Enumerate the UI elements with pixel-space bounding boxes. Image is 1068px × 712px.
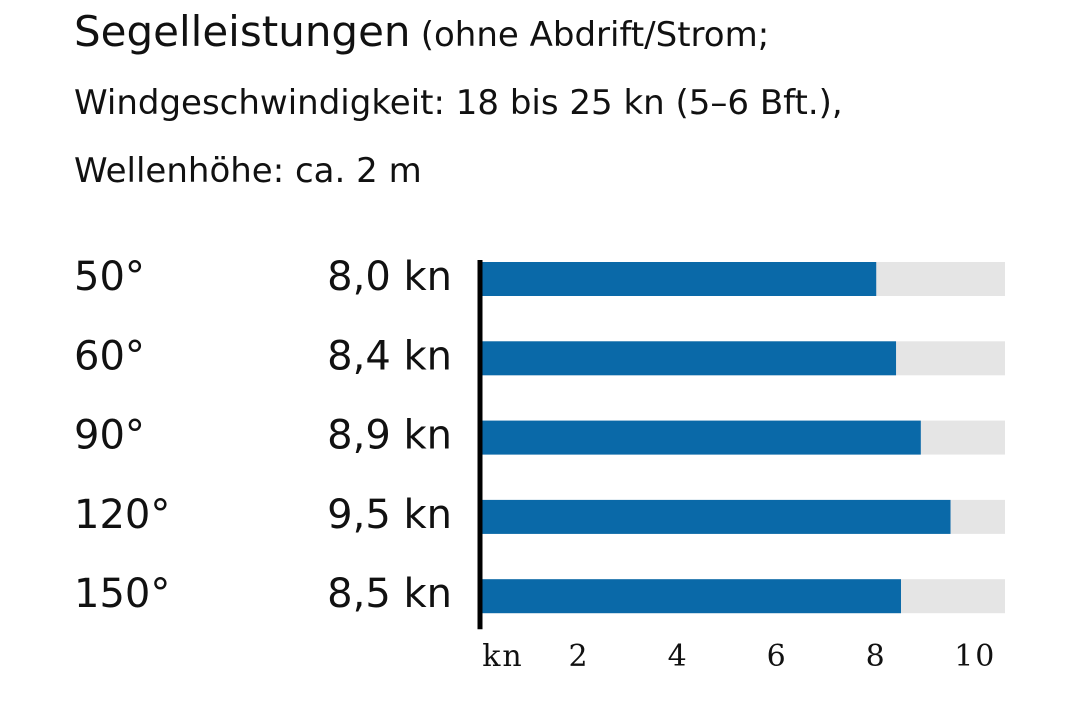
bar: [480, 262, 877, 296]
header: Segelleistungen (ohne Abdrift/Strom; Win…: [74, 0, 974, 208]
category-label: 60°: [74, 333, 145, 379]
chart-title: Segelleistungen: [74, 7, 411, 56]
x-tick-label: 8: [866, 639, 887, 674]
value-label: 9,5 kn: [327, 492, 452, 538]
x-tick-label: 4: [668, 639, 689, 674]
category-label: 120°: [74, 492, 170, 538]
bar: [480, 579, 901, 614]
category-label: 50°: [74, 254, 145, 300]
x-tick-label: 2: [569, 639, 590, 674]
x-axis-label: kn: [482, 639, 524, 674]
value-label: 8,5 kn: [327, 571, 452, 617]
category-label: 150°: [74, 571, 170, 617]
category-label: 90°: [74, 413, 145, 459]
bar: [480, 341, 897, 376]
value-label: 8,0 kn: [327, 254, 452, 300]
chart-subtitle: (ohne Abdrift/Strom; Windgeschwindigkeit…: [74, 15, 843, 191]
value-label: 8,4 kn: [327, 333, 452, 379]
bar: [480, 499, 951, 534]
x-tick-label: 6: [767, 639, 788, 674]
value-label: 8,9 kn: [327, 413, 452, 459]
bar: [480, 420, 921, 455]
x-tick-label: 10: [954, 639, 996, 674]
